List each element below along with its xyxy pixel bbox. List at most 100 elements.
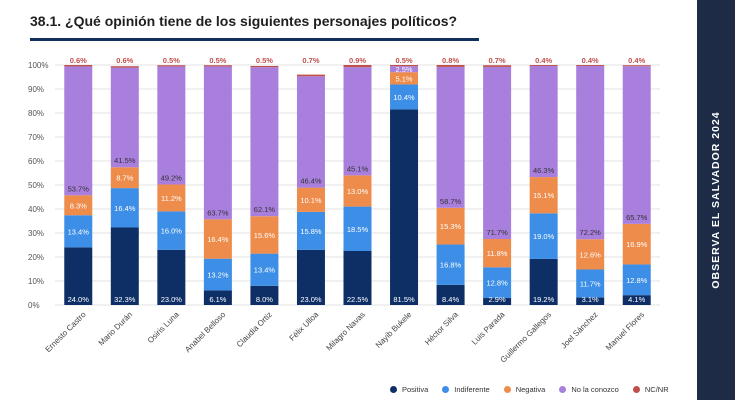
legend-label: Positiva xyxy=(402,384,429,394)
bar-segment-indiferente xyxy=(343,206,372,251)
bar-segment-indiferente xyxy=(529,213,558,259)
bar-segment-nc-nr xyxy=(157,65,186,67)
bar-segment-no-la-conozco xyxy=(250,67,279,217)
data-label: 11.8% xyxy=(487,249,508,258)
y-tick-label: 30% xyxy=(28,229,44,238)
data-label: 63.7% xyxy=(207,208,229,217)
bar-segment-positiva xyxy=(390,109,419,306)
bar-segment-indiferente xyxy=(296,211,325,250)
x-tick-label: Ernesto Castro xyxy=(44,310,88,354)
bar-segment-nc-nr xyxy=(529,65,558,66)
x-tick-label: Héctor Silva xyxy=(423,310,460,347)
legend-label: No la conozco xyxy=(571,384,619,394)
data-label: 15.3% xyxy=(440,222,462,231)
legend-label: NC/NR xyxy=(644,384,669,394)
data-label: 0.5% xyxy=(395,56,412,65)
bar-segment-nc-nr xyxy=(390,65,419,67)
legend-label: Indiferente xyxy=(454,384,490,394)
bar-segment-indiferente xyxy=(250,253,279,286)
data-label: 46.3% xyxy=(533,166,555,175)
data-label: 0.6% xyxy=(70,56,87,65)
data-label: 49.2% xyxy=(161,174,183,183)
bar-segment-indiferente xyxy=(203,258,232,291)
bar-segment-positiva xyxy=(203,290,232,305)
data-label: 0.9% xyxy=(349,56,366,65)
x-tick-label: Nayib Bukele xyxy=(374,310,414,350)
data-label: 53.7% xyxy=(68,184,90,193)
x-tick-label: Osiris Luna xyxy=(146,310,181,345)
x-tick-label: Félix Ulloa xyxy=(288,310,321,343)
sidebar-brand-text: OBSERVA EL SALVADOR 2024 xyxy=(710,111,722,289)
bar-segment-positiva xyxy=(157,249,186,305)
data-label: 12.6% xyxy=(580,250,602,259)
bar-segment-negativa xyxy=(343,175,372,207)
data-label: 15.6% xyxy=(254,231,276,240)
bar-segment-positiva xyxy=(622,295,651,305)
legend-swatch xyxy=(442,385,450,393)
bar-segment-negativa xyxy=(529,177,558,214)
data-label: 8.3% xyxy=(70,201,87,210)
legend-swatch xyxy=(559,385,567,393)
bar-segment-nc-nr xyxy=(343,65,372,68)
bar-segment-negativa xyxy=(64,195,93,216)
data-label: 13.2% xyxy=(207,271,229,280)
y-tick-label: 20% xyxy=(28,253,44,262)
bar-segment-indiferente xyxy=(576,269,605,298)
y-tick-label: 90% xyxy=(28,85,44,94)
y-tick-label: 80% xyxy=(28,109,44,118)
bar-segment-negativa xyxy=(110,167,139,189)
bar-segment-negativa xyxy=(576,239,605,270)
bar-segment-no-la-conozco xyxy=(483,66,512,239)
data-label: 2.5% xyxy=(395,65,412,74)
bar-segment-negativa xyxy=(203,219,232,259)
bar-segment-indiferente xyxy=(110,188,139,228)
data-label: 0.4% xyxy=(582,56,599,65)
bar-segment-no-la-conozco xyxy=(343,67,372,176)
y-tick-label: 100% xyxy=(28,61,48,70)
bar-segment-indiferente xyxy=(436,244,465,285)
legend-swatch xyxy=(503,385,511,393)
bar-segment-indiferente xyxy=(622,264,651,296)
bar-segment-negativa xyxy=(250,216,279,254)
data-label: 16.4% xyxy=(207,235,229,244)
bar-segment-indiferente xyxy=(64,215,93,248)
x-tick-label: Mario Durán xyxy=(97,310,134,347)
x-tick-label: Luis Parada xyxy=(470,310,507,347)
y-tick-label: 40% xyxy=(28,205,44,214)
data-label: 22.5% xyxy=(347,295,369,304)
data-label: 0.6% xyxy=(116,56,133,65)
data-label: 16.8% xyxy=(440,261,462,270)
bar-segment-nc-nr xyxy=(64,65,93,67)
bar-segment-positiva xyxy=(576,297,605,305)
bar-segment-positiva xyxy=(296,249,325,305)
bar-segment-positiva xyxy=(343,251,372,305)
bar-segment-positiva xyxy=(250,285,279,305)
y-tick-label: 0% xyxy=(28,301,40,310)
bar-segment-no-la-conozco xyxy=(622,66,651,224)
chart-legend: Positiva Indiferente Negativa No la conozco… xyxy=(390,382,669,396)
data-label: 3.1% xyxy=(582,295,599,304)
bar-segment-nc-nr xyxy=(110,66,139,68)
bar-segment-nc-nr xyxy=(622,65,651,67)
bar-segment-nc-nr xyxy=(483,65,512,67)
data-label: 16.9% xyxy=(626,240,648,249)
x-tick-label: Guillermo Gallegos xyxy=(499,310,553,364)
data-label: 12.8% xyxy=(626,276,648,285)
data-label: 0.5% xyxy=(209,56,226,65)
data-label: 81.5% xyxy=(393,295,415,304)
x-tick-label: Anabel Belloso xyxy=(183,310,227,354)
bar-segment-no-la-conozco xyxy=(203,66,232,220)
legend-label: Negativa xyxy=(515,384,546,394)
bar-segment-indiferente xyxy=(390,84,419,110)
data-label: 6.1% xyxy=(209,295,226,304)
data-label: 0.4% xyxy=(535,56,552,65)
data-label: 11.7% xyxy=(580,280,601,289)
data-label: 16.0% xyxy=(161,227,183,236)
bar-segment-positiva xyxy=(529,258,558,305)
data-label: 12.8% xyxy=(486,279,508,288)
bar-segment-indiferente xyxy=(157,211,186,250)
data-label: 13.0% xyxy=(347,187,369,196)
bar-segment-positiva xyxy=(483,298,512,305)
data-label: 19.2% xyxy=(533,295,555,304)
bar-segment-nc-nr xyxy=(296,74,325,77)
